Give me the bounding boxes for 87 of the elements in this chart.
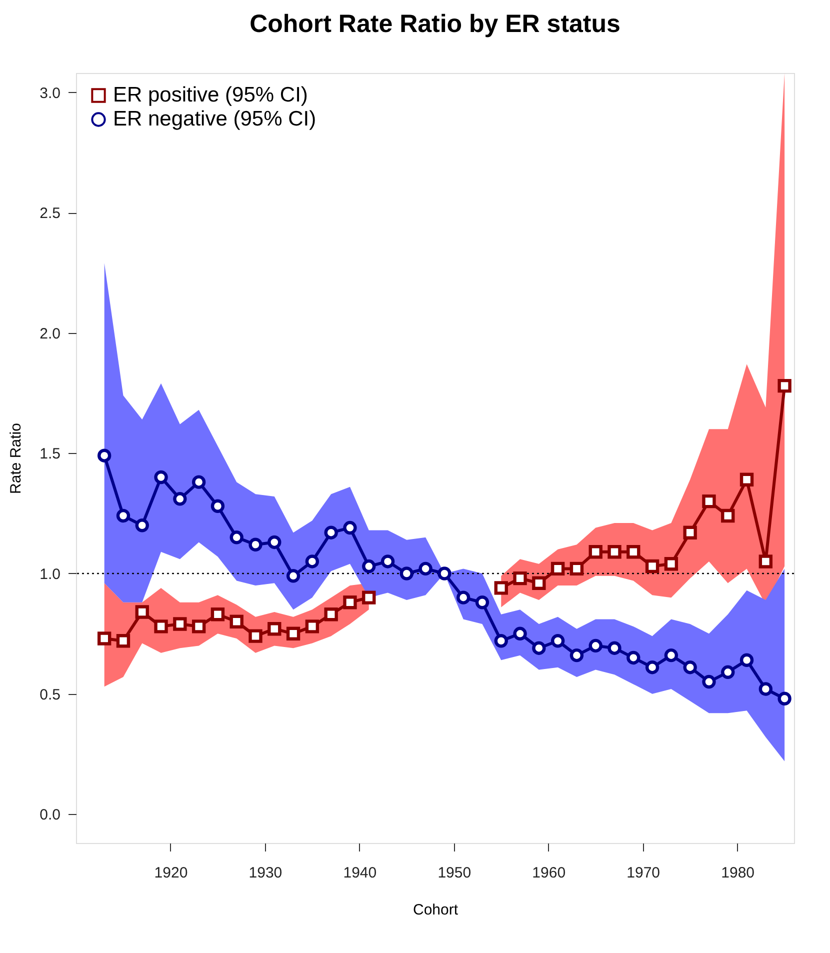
point [305,620,320,634]
point [608,545,622,559]
point [210,499,225,513]
point [154,620,168,634]
point [513,626,527,640]
point [740,653,754,667]
point [230,530,244,544]
y-axis-title: Rate Ratio [8,423,25,494]
point [173,617,187,631]
point [778,692,792,706]
point [645,660,660,674]
x-tick-label: 1980 [721,864,755,882]
chart-title: Cohort Rate Ratio by ER status [250,10,620,38]
y-tick-label: 0.5 [40,686,60,704]
point [135,605,149,619]
point [438,566,452,580]
point [702,674,716,689]
point [513,571,527,586]
point [494,634,508,648]
point [758,682,772,696]
point [248,629,262,643]
point [248,538,262,552]
point [626,545,640,559]
point [721,508,735,523]
point [550,562,565,576]
point [532,641,546,655]
point [702,494,716,508]
point [570,648,584,662]
point [664,648,678,662]
x-tick-label: 1940 [343,864,377,882]
point [230,614,244,628]
y-tick-label: 1.5 [40,446,60,463]
point [362,559,376,574]
point [570,562,584,576]
y-tick-label: 2.5 [40,205,60,222]
point [645,559,660,574]
point [588,545,602,559]
point [173,492,187,506]
point [324,526,338,540]
point [135,518,149,532]
x-tick-label: 1920 [154,864,188,882]
x-tick-label: 1950 [438,864,472,882]
legend-label: ER positive (95% CI) [113,84,308,106]
point [380,554,395,568]
point [588,638,602,653]
point [268,622,282,636]
x-tick-label: 1960 [532,864,566,882]
x-tick-label: 1930 [248,864,282,882]
point [418,562,432,576]
point [740,472,754,486]
point [475,596,490,610]
point [683,660,697,674]
point [305,554,320,568]
point [192,620,206,634]
point [268,535,282,550]
y-tick-label: 2.0 [40,325,60,342]
point [778,378,792,393]
point [494,581,508,595]
point [286,569,300,583]
y-tick-label: 0.0 [40,806,60,824]
point [626,650,640,665]
y-tick-label: 3.0 [40,84,60,102]
point [362,590,376,604]
point [343,596,357,610]
point [550,634,565,648]
point [758,554,772,568]
point [608,641,622,655]
x-tick-label: 1970 [626,864,660,882]
point [192,475,206,489]
point [532,576,546,590]
point [400,566,414,580]
point [116,634,130,648]
legend-label: ER negative (95% CI) [113,108,316,130]
point [456,590,470,604]
point [683,526,697,540]
point [210,608,225,622]
point [98,448,112,462]
x-axis-title: Cohort [412,902,459,918]
y-tick-label: 1.0 [40,566,60,583]
point [154,470,168,484]
point [98,632,112,646]
point [116,508,130,523]
point [721,665,735,679]
point [324,608,338,622]
point [343,520,357,535]
point [286,626,300,640]
point [664,557,678,571]
